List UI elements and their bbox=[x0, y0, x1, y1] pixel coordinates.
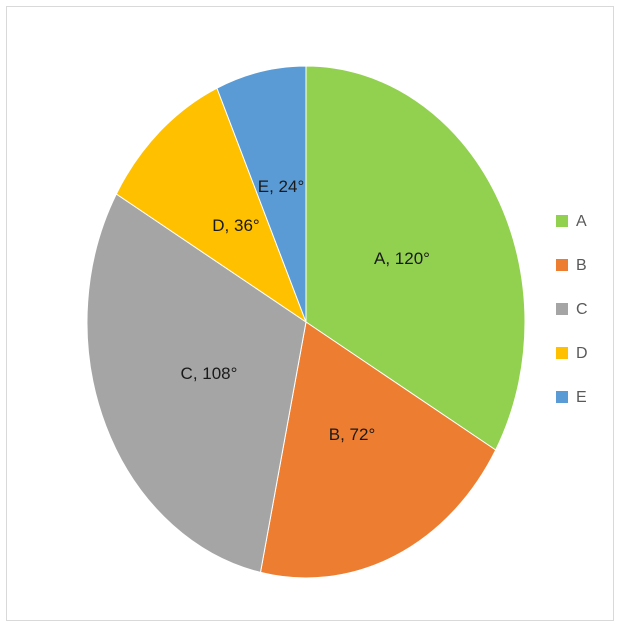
legend-label-b: B bbox=[576, 257, 587, 274]
legend-label-d: D bbox=[576, 345, 588, 362]
pie-slice-d bbox=[115, 87, 308, 324]
legend: A B C D E bbox=[556, 213, 588, 406]
pie-slice-e bbox=[216, 65, 307, 323]
legend-swatch-c bbox=[556, 303, 568, 315]
legend-swatch-e bbox=[556, 391, 568, 403]
pie-slice-c bbox=[86, 193, 307, 574]
pie-slice-a bbox=[305, 65, 526, 451]
pie-slices bbox=[86, 65, 526, 579]
legend-swatch-d bbox=[556, 347, 568, 359]
pie-slice-b bbox=[259, 321, 497, 579]
legend-swatch-a bbox=[556, 215, 568, 227]
data-label-d: D, 36° bbox=[212, 216, 259, 235]
legend-swatch-b bbox=[556, 259, 568, 271]
data-label-c: C, 108° bbox=[181, 364, 238, 383]
data-label-e: E, 24° bbox=[258, 177, 305, 196]
legend-label-e: E bbox=[576, 389, 587, 406]
legend-label-c: C bbox=[576, 301, 588, 318]
data-label-b: B, 72° bbox=[329, 425, 376, 444]
slice-labels: A, 120° B, 72° C, 108° D, 36° E, 24° bbox=[181, 177, 430, 444]
data-label-a: A, 120° bbox=[374, 249, 430, 268]
legend-label-a: A bbox=[576, 213, 587, 230]
